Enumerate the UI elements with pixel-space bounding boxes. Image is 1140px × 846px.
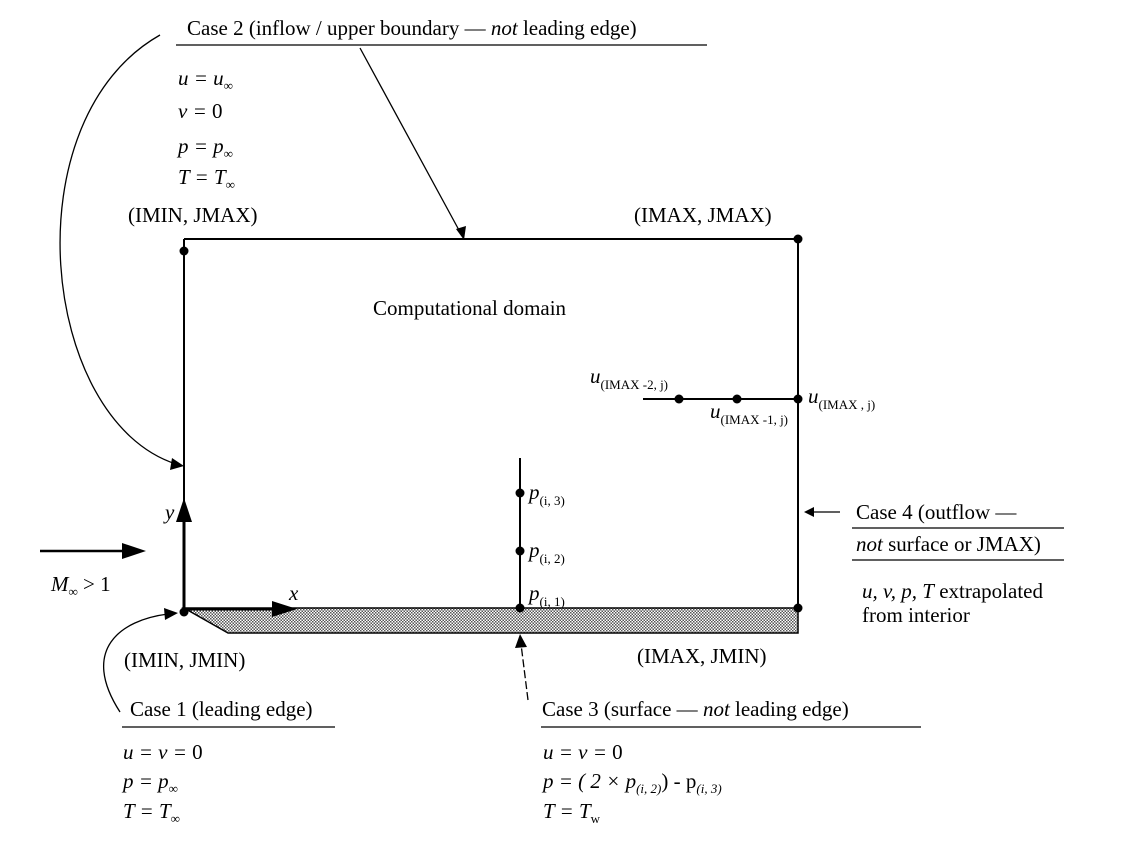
velocity-point-imax-1	[732, 394, 742, 404]
wall-surface	[181, 607, 799, 634]
case-2-curved-arrowhead	[170, 458, 184, 470]
case-4-body-line-1: u, v, p, T extrapolated	[862, 579, 1043, 603]
corner-dot-imax-jmin	[793, 603, 803, 613]
case-1-group: Case 1 (leading edge) u = v = 0 p = p∞ T…	[102, 608, 335, 826]
pressure-label-2: p(i, 2)	[527, 538, 565, 566]
case-3-eq-p: p = ( 2 × p(i, 2)) - p(i, 3)	[541, 769, 722, 796]
corner-label-imin-jmax: (IMIN, JMAX)	[128, 203, 258, 227]
case-3-pointer-arrowhead	[515, 634, 527, 648]
pressure-point-3	[515, 488, 525, 498]
case-3-group: Case 3 (surface — not leading edge) u = …	[515, 634, 921, 826]
case-2-title: Case 2 (inflow / upper boundary — not le…	[187, 16, 637, 40]
case-3-title: Case 3 (surface — not leading edge)	[542, 697, 849, 721]
velocity-label-imax: u(IMAX , j)	[808, 384, 875, 412]
velocity-point-imax-2	[674, 394, 684, 404]
freestream-arrowhead	[122, 543, 146, 559]
case-4-body-line-2: from interior	[862, 603, 970, 627]
case-2-group: Case 2 (inflow / upper boundary — not le…	[59, 16, 707, 470]
case-4-group: Case 4 (outflow — not surface or JMAX) u…	[804, 500, 1064, 627]
corner-label-imax-jmin: (IMAX, JMIN)	[637, 644, 767, 668]
case-2-eq-t: T = T∞	[178, 165, 235, 192]
corner-label-imin-jmin: (IMIN, JMIN)	[124, 648, 245, 672]
x-axis-label: x	[288, 581, 299, 605]
velocity-point-imax	[793, 394, 803, 404]
corner-dot-imax-jmax	[793, 234, 803, 244]
case-2-pointer-line	[359, 47, 461, 233]
corner-label-imax-jmax: (IMAX, JMAX)	[634, 203, 772, 227]
velocity-label-imax-1: u(IMAX -1, j)	[710, 399, 788, 427]
case-2-curved-pointer	[59, 34, 177, 465]
pressure-label-3: p(i, 3)	[527, 480, 565, 508]
pressure-label-1: p(i, 1)	[527, 581, 565, 609]
x-axis-arrowhead	[272, 601, 297, 617]
domain-boundary	[183, 238, 799, 608]
y-axis-arrowhead	[176, 498, 192, 522]
case-1-eq-uv: u = v = 0	[123, 740, 203, 764]
case-1-curved-pointer	[102, 613, 169, 713]
case-2-eq-p: p = p∞	[176, 134, 233, 161]
case-3-pointer-line	[520, 643, 529, 701]
case-4-title-line-1: Case 4 (outflow —	[856, 500, 1017, 524]
domain-label: Computational domain	[373, 296, 567, 320]
case-2-pointer-arrowhead	[456, 226, 466, 240]
y-axis-label: y	[163, 500, 175, 524]
freestream-label: M∞ > 1	[50, 572, 111, 599]
velocity-label-imax-2: u(IMAX -2, j)	[590, 364, 668, 392]
case-1-curved-arrowhead	[164, 608, 178, 620]
corner-dot-imin-jmax	[179, 246, 189, 256]
case-3-eq-uv: u = v = 0	[543, 740, 623, 764]
case-1-eq-t: T = T∞	[123, 799, 180, 826]
case-2-eq-u: u = u∞	[178, 66, 233, 93]
case-1-eq-p: p = p∞	[121, 769, 178, 796]
case-3-eq-t: T = Tw	[543, 799, 601, 826]
case-2-eq-v: v = 0	[178, 99, 223, 123]
case-1-title: Case 1 (leading edge)	[130, 697, 313, 721]
pressure-point-1	[515, 603, 525, 613]
case-4-title-line-2: not surface or JMAX)	[856, 532, 1041, 556]
pressure-point-2	[515, 546, 525, 556]
case-4-pointer-arrowhead	[804, 507, 814, 517]
